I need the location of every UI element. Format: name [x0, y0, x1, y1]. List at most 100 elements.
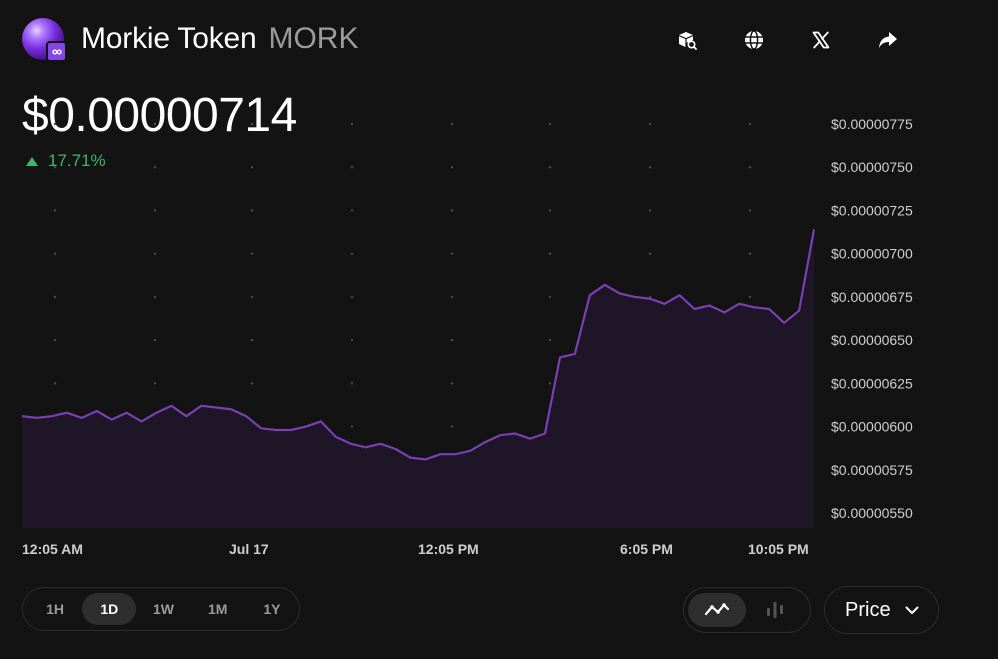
- price-change-value: 17.71%: [48, 151, 106, 170]
- grid-dot: [153, 252, 157, 255]
- x-twitter-icon[interactable]: [787, 26, 854, 54]
- grid-dot: [548, 338, 552, 342]
- grid-dot: [648, 122, 652, 126]
- grid-dot: [350, 382, 354, 385]
- grid-dot: [53, 209, 57, 212]
- y-axis-label: $0.00000700: [831, 246, 913, 262]
- x-axis-label: 6:05 PM: [620, 541, 673, 557]
- y-axis-label: $0.00000725: [831, 202, 913, 218]
- chart-type-toggle: [683, 587, 811, 633]
- x-axis-label: 12:05 PM: [418, 541, 479, 557]
- grid-dot: [153, 338, 157, 342]
- timeframe-1m[interactable]: 1M: [207, 601, 228, 617]
- price-area: [22, 229, 814, 528]
- grid-dot: [648, 166, 652, 169]
- grid-dot: [548, 295, 552, 299]
- grid-dot: [53, 166, 57, 169]
- grid-dot: [450, 209, 454, 212]
- token-name: Morkie Token: [81, 22, 257, 55]
- grid-dot: [548, 252, 552, 255]
- header-actions: [653, 26, 921, 54]
- grid-dot: [548, 209, 552, 212]
- grid-dot: [250, 252, 254, 255]
- grid-dot: [450, 122, 454, 126]
- explorer-icon[interactable]: [653, 26, 720, 54]
- grid-dot: [250, 122, 254, 126]
- grid-dot: [350, 295, 354, 299]
- candlestick-chart-button[interactable]: [746, 593, 804, 627]
- grid-dot: [53, 122, 57, 126]
- grid-dot: [648, 209, 652, 212]
- grid-dot: [53, 295, 57, 299]
- x-axis-label: 10:05 PM: [748, 541, 809, 557]
- y-axis-label: $0.00000550: [831, 505, 913, 521]
- grid-dot: [53, 338, 57, 342]
- x-axis-labels: 12:05 AM Jul 17 12:05 PM 6:05 PM 10:05 PM: [22, 541, 809, 557]
- grid-dot: [450, 166, 454, 169]
- grid-dot: [250, 382, 254, 385]
- line-chart-icon: [704, 603, 730, 616]
- grid-dot: [350, 338, 354, 342]
- price-line: [21, 229, 816, 461]
- y-axis-label: $0.00000675: [831, 289, 913, 305]
- y-axis-labels: $0.00000775 $0.00000750 $0.00000725 $0.0000…: [831, 116, 913, 521]
- grid-dot: [350, 252, 354, 255]
- y-axis-label: $0.00000625: [831, 375, 913, 391]
- grid-dot: [548, 166, 552, 169]
- grid-dot: [748, 295, 752, 299]
- token-header: Morkie Token MORK: [22, 17, 359, 62]
- grid-dot: [350, 122, 354, 126]
- token-price: $0.00000714: [22, 89, 297, 142]
- grid-dot: [450, 295, 454, 299]
- timeframe-selector: 1H 1D 1W 1M 1Y: [22, 587, 300, 631]
- line-chart-button[interactable]: [688, 593, 746, 627]
- grid-dot: [548, 122, 552, 126]
- metric-select[interactable]: Price: [824, 586, 939, 634]
- price-change: 17.71%: [26, 151, 106, 171]
- grid-dot: [350, 166, 354, 169]
- grid-dot: [53, 252, 57, 255]
- grid-dot: [53, 382, 57, 385]
- grid-dot: [450, 252, 454, 255]
- timeframe-1h[interactable]: 1H: [46, 601, 65, 617]
- grid-dot: [153, 122, 157, 126]
- metric-select-value: Price: [845, 598, 891, 621]
- price-chart[interactable]: $0.00000775 $0.00000750 $0.00000725 $0.0000…: [0, 0, 998, 570]
- candlestick-chart-icon: [767, 602, 783, 618]
- y-axis-label: $0.00000650: [831, 332, 913, 348]
- grid-dot: [250, 166, 254, 169]
- grid-dot: [153, 166, 157, 169]
- grid-dot: [748, 122, 752, 126]
- share-icon[interactable]: [854, 26, 921, 54]
- grid-dot: [350, 209, 354, 212]
- grid-dot: [748, 209, 752, 212]
- grid-dot: [250, 295, 254, 299]
- website-icon[interactable]: [720, 26, 787, 54]
- y-axis-label: $0.00000750: [831, 159, 913, 175]
- grid-dot: [648, 252, 652, 255]
- polygon-chain-icon: [46, 41, 67, 62]
- token-symbol: MORK: [268, 22, 359, 55]
- grid-dot: [748, 166, 752, 169]
- token-logo: [22, 18, 67, 62]
- timeframe-1d[interactable]: 1D: [82, 593, 137, 625]
- arrow-up-icon: [26, 156, 38, 166]
- grid-dot: [350, 425, 354, 428]
- grid-dot: [450, 382, 454, 385]
- grid-dot: [153, 295, 157, 299]
- grid-dot: [153, 382, 157, 385]
- y-axis-label: $0.00000575: [831, 462, 913, 478]
- grid-dot: [250, 338, 254, 342]
- x-axis-label: Jul 17: [229, 541, 269, 557]
- timeframe-1w[interactable]: 1W: [153, 601, 174, 617]
- grid-dot: [450, 338, 454, 342]
- chevron-down-icon: [905, 606, 919, 614]
- grid-dot: [548, 382, 552, 385]
- y-axis-label: $0.00000775: [831, 116, 913, 132]
- grid-dot: [153, 209, 157, 212]
- grid-dot: [250, 209, 254, 212]
- timeframe-1y[interactable]: 1Y: [263, 601, 281, 617]
- grid-dot: [748, 252, 752, 255]
- x-axis-label: 12:05 AM: [22, 541, 83, 557]
- y-axis-label: $0.00000600: [831, 419, 913, 435]
